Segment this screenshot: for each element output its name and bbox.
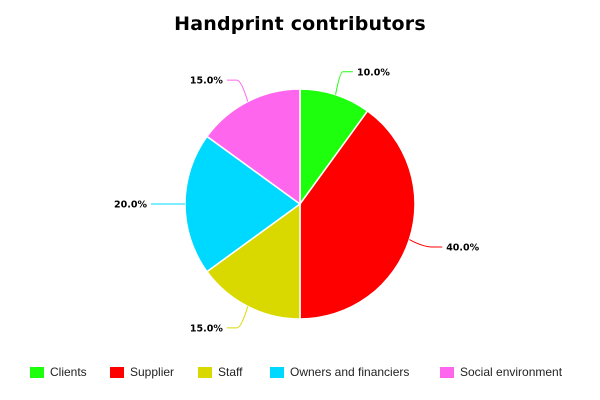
legend-item-clients: Clients bbox=[30, 362, 87, 382]
slice-label-staff: 15.0% bbox=[190, 323, 223, 334]
slice-labels: 10.0% 40.0% 15.0% 20.0% 15.0% bbox=[114, 67, 480, 334]
legend-label-owners-and-financiers: Owners and financiers bbox=[290, 365, 410, 379]
pie-slice-supplier bbox=[299, 109, 416, 320]
legend-swatch-supplier bbox=[110, 366, 124, 378]
legend-label-social-environment: Social environment bbox=[460, 365, 563, 379]
pie-slice-clients bbox=[299, 88, 369, 207]
pie-slices bbox=[184, 88, 416, 320]
legend-swatch-staff bbox=[198, 366, 212, 378]
leader-line-social-environment bbox=[226, 79, 249, 102]
legend-label-supplier: Supplier bbox=[130, 365, 175, 379]
chart-title: Handprint contributors bbox=[174, 13, 426, 35]
leader-line-staff bbox=[226, 306, 249, 329]
legend-swatch-clients bbox=[30, 366, 44, 378]
slice-label-clients: 10.0% bbox=[357, 67, 390, 78]
legend-swatch-social-environment bbox=[440, 366, 454, 378]
legend-label-clients: Clients bbox=[50, 365, 87, 379]
pie-slice-owners-and-financiers bbox=[184, 135, 302, 273]
leader-line-supplier bbox=[409, 239, 443, 248]
legend-item-owners-and-financiers: Owners and financiers bbox=[270, 362, 409, 382]
slice-label-social-environment: 15.0% bbox=[190, 76, 223, 87]
leader-line-clients bbox=[335, 71, 353, 95]
legend-swatch-owners-and-financiers bbox=[270, 366, 284, 378]
slice-label-supplier: 40.0% bbox=[446, 242, 479, 253]
pie-chart: 10.0% 40.0% 15.0% 20.0% 15.0% bbox=[114, 67, 480, 334]
legend: Clients Supplier Staff Owners and financier… bbox=[0, 362, 600, 382]
pie-slice-staff bbox=[205, 202, 301, 320]
legend-label-staff: Staff bbox=[218, 365, 243, 379]
label-leaders bbox=[151, 71, 443, 329]
legend-item-supplier: Supplier bbox=[110, 362, 174, 382]
slice-label-owners-and-financiers: 20.0% bbox=[114, 200, 147, 211]
pie-slice-social-environment bbox=[205, 88, 301, 206]
legend-item-staff: Staff bbox=[198, 362, 242, 382]
legend-item-social-environment: Social environment bbox=[440, 362, 562, 382]
